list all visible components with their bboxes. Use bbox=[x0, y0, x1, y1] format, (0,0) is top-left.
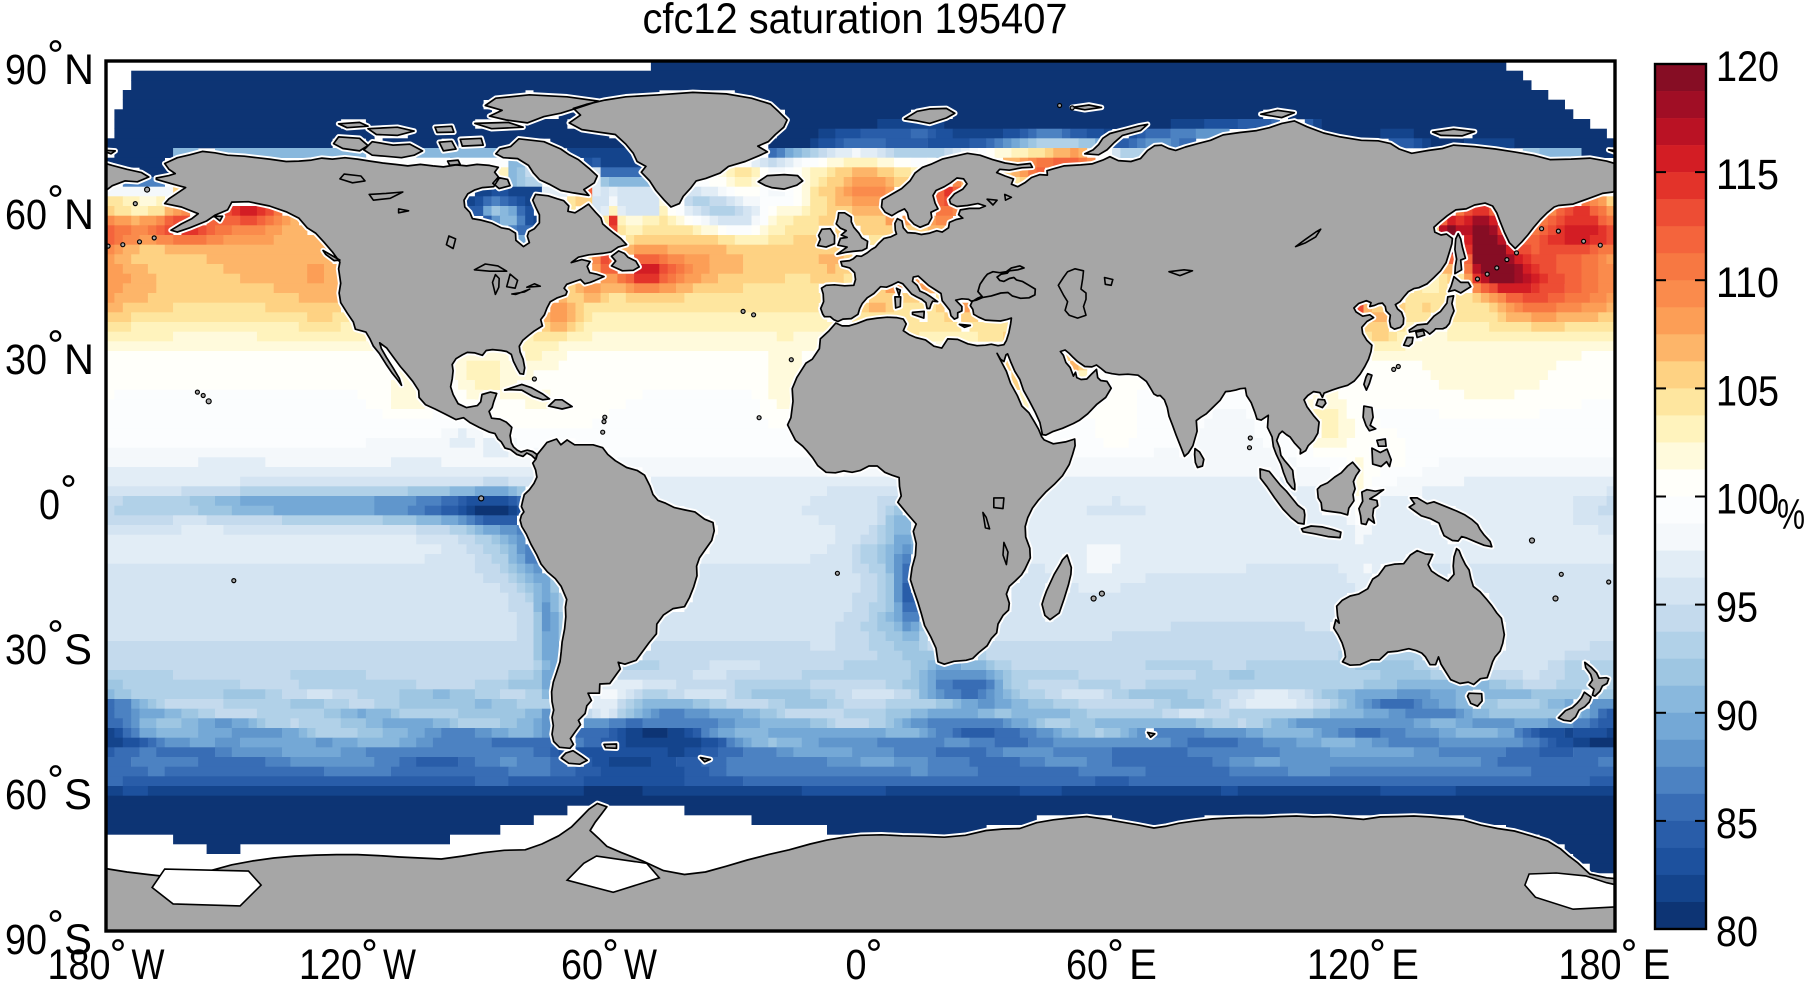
svg-text:80: 80 bbox=[1716, 909, 1758, 956]
svg-text:N: N bbox=[64, 47, 94, 94]
svg-text:105: 105 bbox=[1716, 368, 1779, 415]
svg-text:120: 120 bbox=[1307, 942, 1370, 984]
svg-text:120: 120 bbox=[299, 942, 362, 984]
svg-text:60: 60 bbox=[5, 192, 47, 239]
svg-text:N: N bbox=[64, 337, 94, 384]
svg-text:E: E bbox=[1643, 942, 1671, 984]
svg-text:W: W bbox=[624, 942, 657, 984]
svg-text:E: E bbox=[1129, 942, 1157, 984]
svg-text:90: 90 bbox=[5, 917, 47, 964]
svg-text:S: S bbox=[64, 772, 92, 819]
svg-text:95: 95 bbox=[1716, 585, 1758, 632]
svg-text:120: 120 bbox=[1716, 44, 1779, 91]
svg-text:cfc12 saturation 195407: cfc12 saturation 195407 bbox=[643, 0, 1068, 43]
svg-text:S: S bbox=[64, 917, 92, 964]
svg-text:180: 180 bbox=[1559, 942, 1622, 984]
svg-text:W: W bbox=[383, 942, 416, 984]
svg-text:E: E bbox=[1391, 942, 1419, 984]
svg-text:60: 60 bbox=[5, 772, 47, 819]
svg-text:N: N bbox=[64, 192, 94, 239]
svg-text:90: 90 bbox=[1716, 693, 1758, 740]
svg-text:85: 85 bbox=[1716, 801, 1758, 848]
svg-text:60: 60 bbox=[1066, 942, 1108, 984]
svg-text:180: 180 bbox=[48, 942, 111, 984]
svg-text:115: 115 bbox=[1716, 152, 1779, 199]
svg-text:110: 110 bbox=[1716, 260, 1779, 307]
svg-text:W: W bbox=[132, 942, 165, 984]
svg-text:%: % bbox=[1777, 492, 1805, 539]
svg-text:S: S bbox=[64, 627, 92, 674]
svg-text:30: 30 bbox=[5, 337, 47, 384]
svg-text:60: 60 bbox=[561, 942, 603, 984]
svg-text:0: 0 bbox=[846, 942, 867, 984]
svg-text:90: 90 bbox=[5, 47, 47, 94]
svg-text:100: 100 bbox=[1716, 477, 1779, 524]
svg-text:0: 0 bbox=[39, 482, 60, 529]
svg-text:30: 30 bbox=[5, 627, 47, 674]
